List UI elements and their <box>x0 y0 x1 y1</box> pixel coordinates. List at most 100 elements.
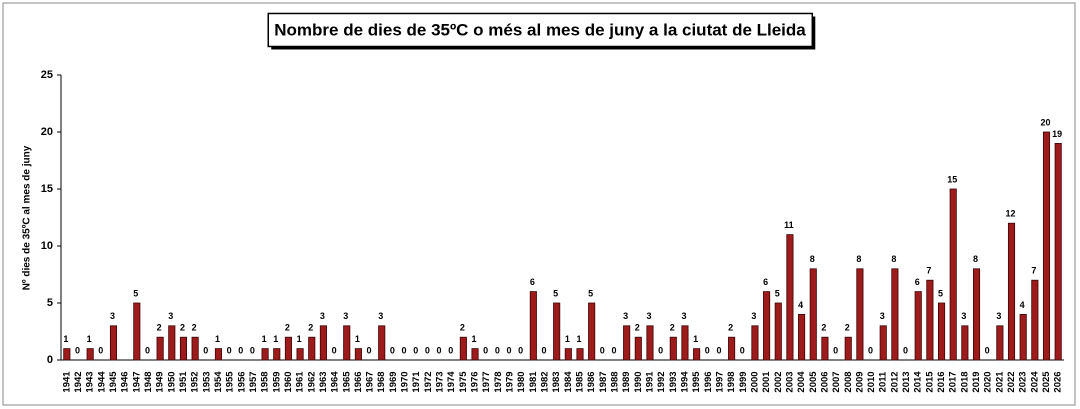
bar <box>588 302 596 361</box>
value-label: 1 <box>262 334 267 344</box>
value-label: 3 <box>751 311 756 321</box>
bar <box>576 348 584 361</box>
value-label: 0 <box>413 345 418 355</box>
x-tick-label: 1991 <box>644 371 655 393</box>
value-label: 0 <box>402 345 407 355</box>
bar <box>646 325 654 361</box>
bar <box>308 336 316 361</box>
bar <box>961 325 969 361</box>
x-tick-label: 1984 <box>563 371 574 393</box>
value-label: 0 <box>600 345 605 355</box>
bar <box>1007 222 1016 361</box>
x-tick-label: 1955 <box>225 371 236 393</box>
value-label: 0 <box>250 345 255 355</box>
y-tick-label: 5 <box>47 297 53 309</box>
x-tick-label: 1963 <box>318 371 329 392</box>
x-tick-label: 1998 <box>726 371 737 392</box>
x-tick-label: 1994 <box>679 371 690 393</box>
bar <box>926 279 934 361</box>
bar <box>669 336 677 361</box>
bar <box>273 348 281 361</box>
bar <box>693 348 701 361</box>
value-label: 3 <box>343 311 348 321</box>
value-label: 8 <box>973 254 978 264</box>
x-tick-label: 1970 <box>400 371 411 392</box>
x-tick-label: 1975 <box>458 371 469 393</box>
bar <box>949 188 957 361</box>
value-label: 2 <box>728 323 733 333</box>
x-tick-label: 1974 <box>446 371 457 393</box>
value-label: 12 <box>1006 209 1016 219</box>
y-tick-label: 20 <box>41 126 53 138</box>
value-label: 1 <box>472 334 477 344</box>
bar <box>261 348 269 361</box>
x-tick-label: 1989 <box>621 371 632 392</box>
x-tick-label: 1965 <box>341 371 352 393</box>
value-label: 8 <box>810 254 815 264</box>
value-label: 0 <box>716 345 721 355</box>
bar <box>809 268 817 361</box>
value-label: 0 <box>705 345 710 355</box>
value-label: 0 <box>367 345 372 355</box>
x-tick-label: 1959 <box>271 371 282 392</box>
x-tick-label: 2005 <box>808 371 819 393</box>
bar <box>728 336 736 361</box>
value-label: 0 <box>425 345 430 355</box>
value-label: 0 <box>98 345 103 355</box>
x-tick-label: 2016 <box>936 371 947 392</box>
value-label: 0 <box>145 345 150 355</box>
value-label: 1 <box>355 334 360 344</box>
x-tick-label: 1990 <box>633 371 644 392</box>
bar <box>623 325 631 361</box>
x-tick-label: 2025 <box>1041 371 1052 393</box>
x-tick-label: 1981 <box>528 371 539 393</box>
value-label: 1 <box>215 334 220 344</box>
bar <box>1019 313 1027 361</box>
value-label: 19 <box>1052 129 1062 139</box>
x-tick-label: 1986 <box>586 371 597 392</box>
x-tick-label: 1999 <box>738 371 749 392</box>
value-label: 3 <box>880 311 885 321</box>
value-label: 3 <box>681 311 686 321</box>
value-label: 0 <box>75 345 80 355</box>
value-label: 0 <box>507 345 512 355</box>
x-tick-label: 1945 <box>108 371 119 393</box>
bar <box>751 325 759 361</box>
x-tick-label: 1980 <box>516 371 527 392</box>
x-tick-label: 2012 <box>889 371 900 392</box>
value-label: 1 <box>63 334 68 344</box>
x-tick-label: 1943 <box>85 371 96 392</box>
x-tick-label: 1966 <box>353 371 364 392</box>
x-tick-label: 1967 <box>365 371 376 392</box>
bar <box>284 336 292 361</box>
bar <box>471 348 479 361</box>
value-label: 6 <box>763 277 768 287</box>
bar <box>133 302 141 361</box>
bar <box>798 313 806 361</box>
bar <box>214 348 222 361</box>
value-label: 0 <box>985 345 990 355</box>
bar <box>774 302 782 361</box>
x-tick-label: 1978 <box>493 371 504 392</box>
value-label: 0 <box>390 345 395 355</box>
value-label: 0 <box>203 345 208 355</box>
bar <box>564 348 572 361</box>
bar <box>763 291 771 361</box>
x-tick-label: 1976 <box>470 371 481 392</box>
x-tick-label: 1951 <box>178 371 189 393</box>
x-tick-label: 2017 <box>948 371 959 392</box>
x-tick-label: 1985 <box>575 371 586 393</box>
x-tick-label: 1947 <box>131 371 142 392</box>
value-label: 15 <box>947 174 957 184</box>
value-label: 0 <box>740 345 745 355</box>
x-tick-label: 2022 <box>1006 371 1017 392</box>
value-label: 2 <box>192 323 197 333</box>
value-label: 2 <box>845 323 850 333</box>
x-tick-label: 1968 <box>376 371 387 392</box>
bar <box>681 325 689 361</box>
x-tick-label: 2006 <box>819 371 830 392</box>
x-tick-label: 1993 <box>668 371 679 392</box>
value-label: 5 <box>775 288 780 298</box>
x-tick-label: 2023 <box>1018 371 1029 392</box>
x-tick-label: 2015 <box>924 371 935 393</box>
